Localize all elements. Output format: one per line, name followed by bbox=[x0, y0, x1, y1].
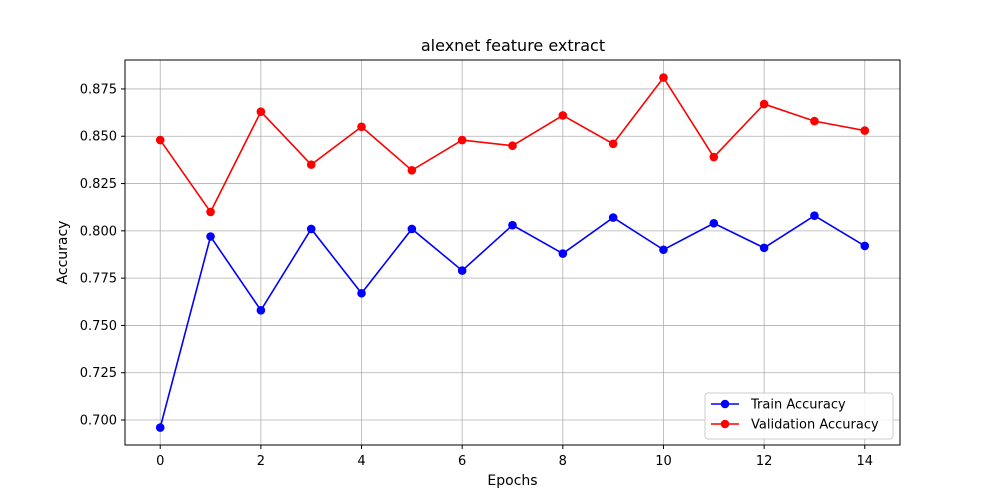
validation-accuracy-point bbox=[357, 122, 366, 132]
validation-accuracy-point bbox=[759, 99, 769, 109]
plot-area-frame bbox=[124, 59, 901, 446]
validation-accuracy-point bbox=[306, 160, 316, 169]
train-accuracy-point bbox=[709, 218, 719, 228]
y-tick-label: 0.850 bbox=[80, 130, 117, 145]
train-accuracy-point bbox=[558, 249, 568, 258]
legend-marker-swatch bbox=[720, 419, 730, 429]
legend-label: Train Accuracy bbox=[750, 398, 846, 413]
validation-accuracy-point bbox=[810, 116, 819, 126]
x-tick-label: 12 bbox=[756, 454, 773, 469]
y-axis-label: Accuracy bbox=[55, 221, 71, 285]
train-accuracy-point bbox=[256, 305, 266, 315]
y-tick-label: 0.775 bbox=[80, 272, 117, 287]
train-accuracy-series bbox=[155, 211, 870, 432]
train-accuracy-point bbox=[608, 213, 618, 222]
x-tick-label: 10 bbox=[655, 454, 672, 469]
validation-accuracy-point bbox=[155, 135, 165, 145]
x-tick-label: 0 bbox=[156, 454, 164, 469]
x-axis-label: Epochs bbox=[487, 473, 537, 489]
legend-marker-swatch bbox=[720, 399, 730, 409]
y-tick-label: 0.700 bbox=[80, 414, 117, 429]
train-accuracy-point bbox=[508, 220, 517, 230]
train-accuracy-point bbox=[759, 243, 769, 253]
validation-accuracy-point bbox=[659, 73, 668, 82]
legend-item-train-accuracy: Train Accuracy bbox=[711, 398, 846, 413]
x-axis: 0 2 4 6 8 10 12 14 bbox=[156, 445, 873, 469]
validation-accuracy-point bbox=[608, 139, 618, 149]
validation-accuracy-point bbox=[457, 135, 467, 145]
y-tick-label: 0.875 bbox=[80, 82, 117, 97]
legend-box bbox=[704, 392, 894, 440]
legend-item-validation-accuracy: Validation Accuracy bbox=[711, 418, 879, 433]
x-tick-label: 8 bbox=[559, 454, 567, 469]
train-accuracy-point bbox=[810, 211, 819, 221]
y-tick-label: 0.825 bbox=[80, 177, 117, 192]
train-accuracy-point bbox=[407, 224, 417, 234]
validation-accuracy-point bbox=[407, 165, 417, 175]
train-accuracy-point bbox=[860, 241, 870, 251]
validation-accuracy-point bbox=[256, 107, 266, 116]
validation-accuracy-point bbox=[508, 141, 517, 151]
validation-accuracy-point bbox=[709, 152, 719, 162]
y-tick-label: 0.750 bbox=[80, 319, 117, 334]
validation-accuracy-series bbox=[155, 73, 870, 217]
validation-accuracy-point bbox=[558, 111, 568, 120]
x-tick-label: 2 bbox=[257, 454, 265, 469]
train-accuracy-point bbox=[306, 224, 316, 234]
legend-label: Validation Accuracy bbox=[751, 418, 879, 433]
y-axis: 0.700 0.725 0.750 0.775 0.800 0.825 0.850 0.875 bbox=[80, 82, 125, 429]
train-accuracy-point bbox=[155, 423, 165, 432]
series-layer bbox=[155, 73, 870, 432]
train-accuracy-point bbox=[457, 266, 467, 275]
x-tick-label: 4 bbox=[357, 454, 365, 469]
legend: Train Accuracy Validation Accuracy bbox=[704, 392, 894, 440]
validation-accuracy-point bbox=[206, 207, 215, 217]
y-tick-label: 0.800 bbox=[80, 224, 117, 239]
train-accuracy-point bbox=[357, 288, 366, 298]
train-accuracy-point bbox=[659, 245, 668, 255]
train-accuracy-point bbox=[206, 232, 215, 241]
validation-accuracy-point bbox=[860, 126, 870, 135]
x-tick-label: 6 bbox=[458, 454, 466, 469]
chart-title: alexnet feature extract bbox=[421, 36, 605, 55]
x-tick-label: 14 bbox=[856, 454, 873, 469]
grid-lines bbox=[125, 60, 900, 445]
y-tick-label: 0.725 bbox=[80, 366, 117, 381]
